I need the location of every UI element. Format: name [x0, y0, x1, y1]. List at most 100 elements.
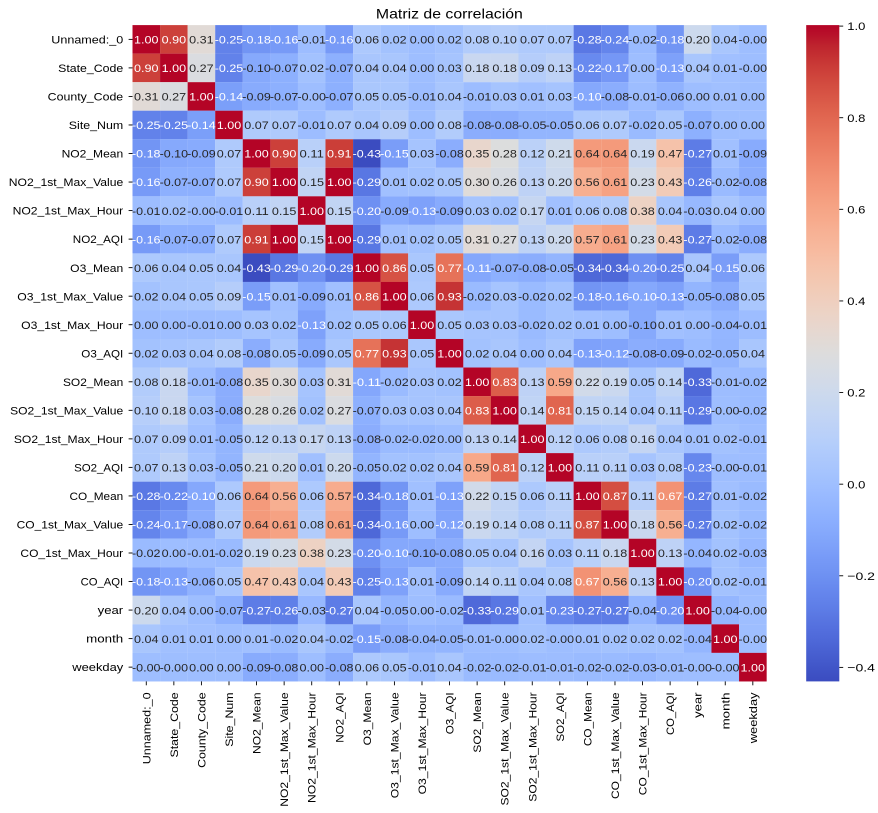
svg-text:-0.28: -0.28: [573, 35, 602, 47]
svg-text:-0.03: -0.03: [297, 605, 326, 617]
svg-text:0.04: 0.04: [437, 406, 462, 418]
svg-text:0.01: 0.01: [713, 63, 738, 75]
svg-text:0.11: 0.11: [575, 548, 600, 560]
svg-text:0.02: 0.02: [382, 35, 407, 47]
svg-text:1.00: 1.00: [548, 463, 573, 475]
svg-text:-0.08: -0.08: [435, 149, 464, 161]
svg-text:-0.08: -0.08: [518, 263, 547, 275]
svg-text:0.03: 0.03: [548, 92, 573, 104]
svg-text:0.02: 0.02: [299, 406, 324, 418]
svg-text:-0.02: -0.02: [215, 548, 244, 560]
svg-text:-0.20: -0.20: [656, 605, 685, 617]
svg-text:0.07: 0.07: [217, 234, 242, 246]
svg-text:-0.02: -0.02: [380, 377, 409, 389]
svg-text:-0.07: -0.07: [160, 234, 189, 246]
svg-text:-0.26: -0.26: [270, 605, 299, 617]
svg-text:0.93: 0.93: [382, 348, 407, 360]
svg-text:-0.00: -0.00: [711, 463, 740, 475]
svg-text:SO2_1st_Max_Value: SO2_1st_Max_Value: [10, 405, 123, 417]
svg-text:-0.01: -0.01: [463, 92, 492, 104]
svg-text:1.00: 1.00: [575, 491, 600, 503]
svg-text:0.04: 0.04: [299, 634, 324, 646]
svg-text:-0.27: -0.27: [683, 234, 712, 246]
svg-text:0.03: 0.03: [465, 206, 490, 218]
svg-text:0.64: 0.64: [244, 520, 269, 532]
svg-text:0.17: 0.17: [520, 206, 545, 218]
svg-text:0.04: 0.04: [713, 35, 738, 47]
svg-text:0.02: 0.02: [437, 377, 462, 389]
svg-text:Site_Num: Site_Num: [69, 120, 123, 132]
svg-text:1.00: 1.00: [410, 320, 435, 332]
svg-text:0.56: 0.56: [603, 577, 628, 589]
svg-text:0.43: 0.43: [658, 234, 683, 246]
svg-text:0.07: 0.07: [217, 520, 242, 532]
svg-text:-0.18: -0.18: [132, 149, 161, 161]
svg-text:0.21: 0.21: [548, 149, 573, 161]
svg-text:0.56: 0.56: [575, 177, 600, 189]
svg-text:month: month: [720, 692, 732, 729]
svg-text:0.26: 0.26: [492, 177, 517, 189]
svg-text:0.30: 0.30: [272, 377, 297, 389]
svg-text:0.02: 0.02: [272, 320, 297, 332]
svg-text:SO2_1st_Max_Hour: SO2_1st_Max_Hour: [14, 434, 124, 446]
svg-text:0.02: 0.02: [492, 206, 517, 218]
svg-text:-0.02: -0.02: [325, 634, 354, 646]
svg-text:-0.27: -0.27: [683, 520, 712, 532]
svg-text:0.04: 0.04: [520, 577, 545, 589]
svg-text:0.20: 0.20: [134, 605, 159, 617]
svg-text:0.09: 0.09: [520, 63, 545, 75]
svg-text:-0.09: -0.09: [187, 149, 216, 161]
svg-text:0.02: 0.02: [410, 177, 435, 189]
svg-text:0.18: 0.18: [603, 548, 628, 560]
svg-text:-0.10: -0.10: [242, 63, 271, 75]
svg-text:-0.10: -0.10: [628, 320, 657, 332]
svg-text:0.00: 0.00: [410, 520, 435, 532]
svg-text:-0.07: -0.07: [325, 63, 354, 75]
svg-text:0.22: 0.22: [465, 491, 490, 503]
svg-text:-0.01: -0.01: [546, 662, 575, 674]
svg-text:0.77: 0.77: [437, 263, 462, 275]
svg-text:-0.27: -0.27: [573, 605, 602, 617]
svg-text:0.13: 0.13: [272, 434, 297, 446]
svg-text:1.00: 1.00: [520, 434, 545, 446]
svg-text:0.31: 0.31: [327, 377, 352, 389]
svg-text:0.00: 0.00: [217, 320, 242, 332]
svg-text:State_Code: State_Code: [58, 63, 123, 75]
svg-text:0.01: 0.01: [410, 577, 435, 589]
svg-text:-0.10: -0.10: [573, 92, 602, 104]
svg-text:0.86: 0.86: [355, 291, 380, 303]
svg-text:0.13: 0.13: [658, 548, 683, 560]
svg-text:0.04: 0.04: [741, 348, 766, 360]
svg-text:0.04: 0.04: [355, 63, 380, 75]
svg-text:-0.01: -0.01: [739, 434, 768, 446]
svg-text:-0.27: -0.27: [242, 605, 271, 617]
svg-text:0.22: 0.22: [575, 377, 600, 389]
svg-text:-0.08: -0.08: [435, 548, 464, 560]
svg-text:0.08: 0.08: [603, 434, 628, 446]
svg-text:0.03: 0.03: [492, 291, 517, 303]
svg-text:0.14: 0.14: [603, 406, 628, 418]
svg-text:0.05: 0.05: [355, 92, 380, 104]
svg-text:-0.07: -0.07: [215, 605, 244, 617]
svg-text:1.00: 1.00: [437, 348, 462, 360]
svg-text:0.18: 0.18: [465, 63, 490, 75]
svg-text:1.00: 1.00: [272, 234, 297, 246]
svg-text:-0.09: -0.09: [656, 348, 685, 360]
svg-text:0.03: 0.03: [189, 463, 214, 475]
svg-text:0.01: 0.01: [382, 177, 407, 189]
svg-text:0.06: 0.06: [134, 263, 159, 275]
svg-text:-0.00: -0.00: [490, 634, 519, 646]
svg-text:-0.07: -0.07: [325, 92, 354, 104]
svg-text:-0.16: -0.16: [270, 35, 299, 47]
svg-text:0.00: 0.00: [162, 548, 187, 560]
svg-text:weekday: weekday: [71, 662, 123, 674]
svg-text:0.07: 0.07: [217, 177, 242, 189]
svg-text:0.05: 0.05: [410, 263, 435, 275]
svg-text:-0.43: -0.43: [353, 149, 382, 161]
svg-text:-0.02: -0.02: [711, 177, 740, 189]
svg-text:SO2_AQI: SO2_AQI: [74, 462, 123, 474]
svg-text:0.04: 0.04: [713, 206, 738, 218]
svg-text:-0.33: -0.33: [463, 605, 492, 617]
svg-text:-0.16: -0.16: [380, 520, 409, 532]
svg-text:0.91: 0.91: [327, 149, 352, 161]
